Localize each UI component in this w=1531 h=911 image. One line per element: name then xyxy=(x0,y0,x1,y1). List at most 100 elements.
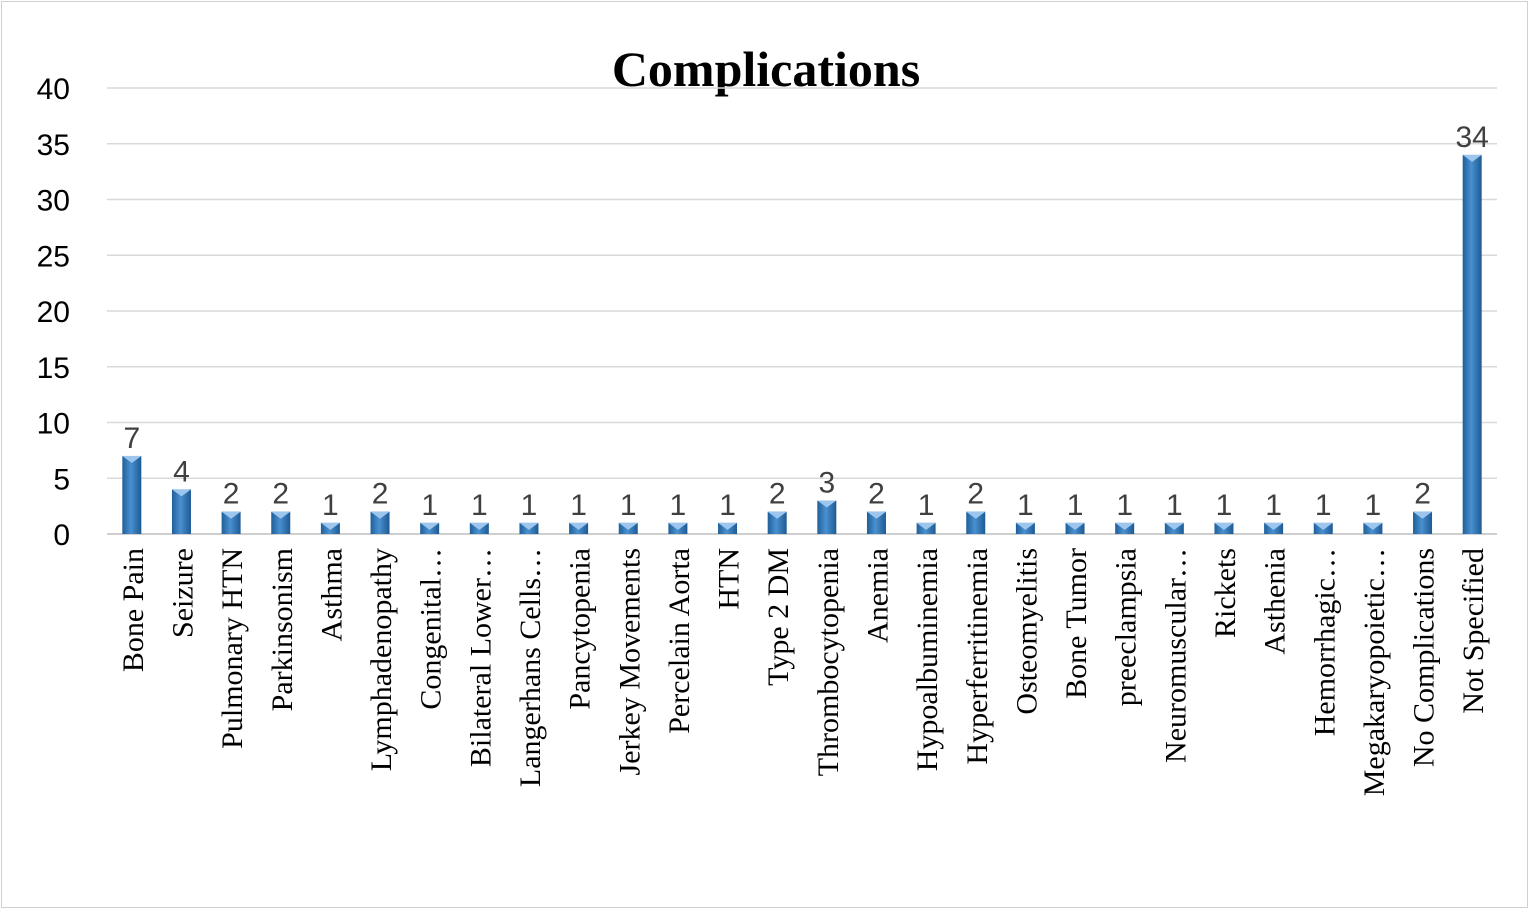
bar-cap xyxy=(569,522,589,530)
data-label: 1 xyxy=(570,489,587,522)
bar-cap xyxy=(370,511,390,519)
bar-body xyxy=(370,511,390,534)
data-label: 2 xyxy=(967,478,984,511)
bar xyxy=(966,511,986,534)
bar-cap xyxy=(1264,522,1284,530)
bar xyxy=(1264,522,1284,534)
x-tick-label: Hyperferritinemia xyxy=(961,548,994,765)
data-label: 1 xyxy=(421,489,438,522)
bar xyxy=(420,522,440,534)
bar xyxy=(519,522,539,534)
y-axis-ticks: 0 5 10 15 20 25 30 35 40 xyxy=(37,73,70,552)
bar xyxy=(916,522,936,534)
data-label: 1 xyxy=(1365,489,1382,522)
x-tick-label: Asthma xyxy=(315,548,348,641)
bar xyxy=(668,522,688,534)
data-label: 1 xyxy=(719,489,736,522)
bars xyxy=(122,154,1482,534)
bar-cap xyxy=(1313,522,1333,530)
bar-cap xyxy=(420,522,440,530)
x-tick-label: Bone Pain xyxy=(117,548,150,672)
bar-cap xyxy=(122,455,142,463)
x-tick-label: Langerhans Cells… xyxy=(514,548,547,787)
bar-cap xyxy=(171,489,191,497)
bar xyxy=(1413,511,1433,534)
bar-body xyxy=(271,511,291,534)
bar-body xyxy=(122,455,142,534)
x-tick-label: Pulmonary HTN xyxy=(216,548,249,749)
x-tick-label: Neuromuscular… xyxy=(1159,548,1192,763)
data-label: 34 xyxy=(1455,121,1488,154)
bar xyxy=(1313,522,1333,534)
x-tick-label: Seizure xyxy=(166,548,199,638)
x-tick-label: Percelain Aorta xyxy=(663,548,696,734)
y-tick-label: 40 xyxy=(37,73,70,106)
bar xyxy=(1065,522,1085,534)
bar xyxy=(221,511,241,534)
bar-body xyxy=(817,500,837,534)
data-label: 1 xyxy=(1166,489,1183,522)
data-label: 4 xyxy=(173,455,190,488)
bar-body xyxy=(767,511,787,534)
data-label: 2 xyxy=(769,478,786,511)
x-tick-label: Type 2 DM xyxy=(762,548,795,686)
bar-body xyxy=(1413,511,1433,534)
x-tick-label: Congenital… xyxy=(415,548,448,710)
data-label: 1 xyxy=(1315,489,1332,522)
bar-cap xyxy=(519,522,539,530)
bar xyxy=(1214,522,1234,534)
x-tick-label: Not Specified xyxy=(1457,548,1490,714)
y-tick-label: 25 xyxy=(37,240,70,273)
y-tick-label: 20 xyxy=(37,296,70,329)
data-label: 2 xyxy=(372,478,389,511)
bar-cap xyxy=(1462,154,1482,162)
x-tick-label: Bone Tumor xyxy=(1060,548,1093,699)
data-label: 2 xyxy=(223,478,240,511)
bar-cap xyxy=(1363,522,1383,530)
data-label: 1 xyxy=(1216,489,1233,522)
bar-cap xyxy=(271,511,291,519)
data-label: 1 xyxy=(1017,489,1034,522)
bar xyxy=(718,522,738,534)
bar-body xyxy=(171,489,191,534)
bar xyxy=(618,522,638,534)
x-tick-label: Hypoalbuminemia xyxy=(911,548,944,771)
data-label: 1 xyxy=(670,489,687,522)
bar xyxy=(370,511,390,534)
bar xyxy=(1015,522,1035,534)
bar-cap xyxy=(668,522,688,530)
x-tick-label: Parkinsonism xyxy=(266,548,299,711)
x-tick-label: Anemia xyxy=(861,548,894,643)
x-tick-label: Hemorrhagic… xyxy=(1308,548,1341,736)
y-tick-label: 10 xyxy=(37,408,70,441)
bar-cap xyxy=(718,522,738,530)
data-label: 1 xyxy=(471,489,488,522)
data-label: 1 xyxy=(521,489,538,522)
data-label: 1 xyxy=(1116,489,1133,522)
bar-cap xyxy=(320,522,340,530)
bar-cap xyxy=(221,511,241,519)
bar xyxy=(271,511,291,534)
bar xyxy=(767,511,787,534)
data-label: 7 xyxy=(123,422,140,455)
bar-cap xyxy=(1065,522,1085,530)
x-tick-label: Thrombocytopenia xyxy=(812,548,845,776)
y-tick-label: 5 xyxy=(53,463,70,496)
data-label: 1 xyxy=(322,489,339,522)
bar-cap xyxy=(1164,522,1184,530)
bar xyxy=(171,489,191,534)
data-label: 2 xyxy=(1414,478,1431,511)
bar xyxy=(866,511,886,534)
bar-cap xyxy=(1015,522,1035,530)
bar xyxy=(1462,154,1482,534)
bar-cap xyxy=(618,522,638,530)
bar xyxy=(320,522,340,534)
bar xyxy=(1164,522,1184,534)
x-tick-label: HTN xyxy=(713,548,746,610)
bar-cap xyxy=(916,522,936,530)
bar xyxy=(569,522,589,534)
y-tick-label: 30 xyxy=(37,185,70,218)
x-tick-label: Pancytopenia xyxy=(564,548,597,710)
